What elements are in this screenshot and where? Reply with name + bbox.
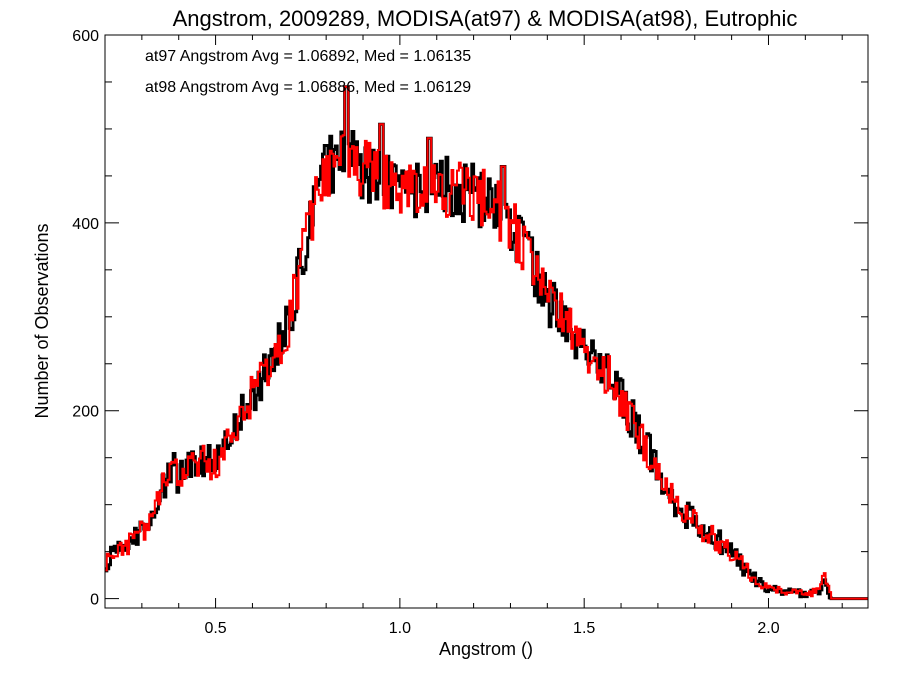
y-axis-label: Number of Observations [32, 223, 52, 418]
legend-at98: at98 Angstrom Avg = 1.06886, Med = 1.061… [145, 79, 471, 96]
plot-frame [104, 34, 869, 609]
x-tick-label: 2.0 [757, 620, 779, 637]
legend-at97: at97 Angstrom Avg = 1.06892, Med = 1.061… [145, 48, 471, 65]
chart-title: Angstrom, 2009289, MODISA(at97) & MODISA… [173, 6, 798, 31]
y-tick-label: 200 [72, 404, 99, 421]
x-tick-label: 1.0 [389, 620, 411, 637]
x-tick-label: 1.5 [573, 620, 595, 637]
series-at97-line [105, 85, 868, 601]
x-axis-label: Angstrom () [439, 639, 533, 659]
x-tick-label: 0.5 [204, 620, 226, 637]
series-layer [105, 85, 868, 601]
y-tick-label: 400 [72, 216, 99, 233]
series-at98-line [105, 85, 868, 600]
y-tick-label: 600 [72, 28, 99, 45]
y-tick-label: 0 [90, 592, 99, 609]
axis-ticks: 0.5 1.0 1.5 2.0 0 200 400 600 [72, 28, 868, 637]
